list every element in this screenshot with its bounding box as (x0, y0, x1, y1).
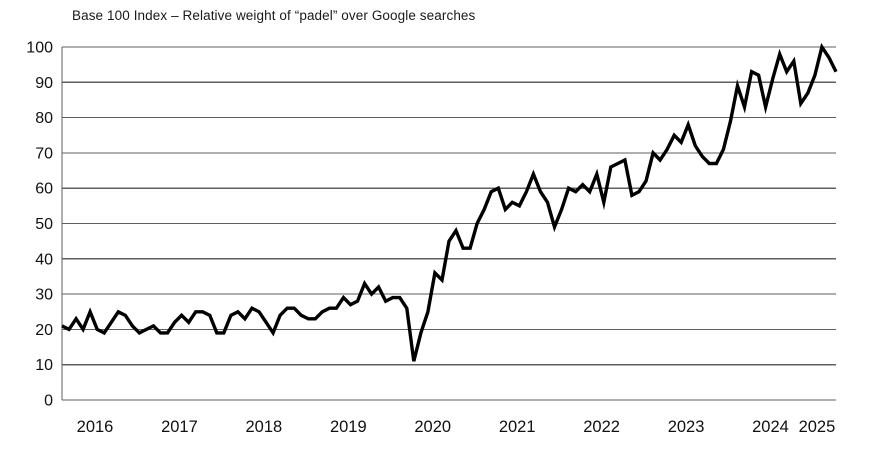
y-tick-label-30: 30 (35, 287, 53, 304)
y-tick-label-60: 60 (35, 181, 53, 198)
x-tick-label-2019: 2019 (330, 418, 367, 436)
y-tick-label-70: 70 (35, 145, 53, 162)
x-tick-label-2018: 2018 (246, 418, 283, 436)
series-line-padel (61, 42, 838, 362)
x-tick-label-2017: 2017 (161, 418, 198, 436)
x-tick-label-2021: 2021 (499, 418, 536, 436)
y-tick-label-10: 10 (35, 357, 53, 374)
y-tick-label-50: 50 (35, 216, 53, 233)
x-tick-label-2025: 2025 (799, 418, 836, 436)
x-tick-label-2024: 2024 (752, 418, 789, 436)
chart-title: Base 100 Index – Relative weight of “pad… (72, 8, 476, 23)
x-tick-label-2016: 2016 (77, 418, 114, 436)
y-tick-label-90: 90 (35, 75, 53, 92)
y-tick-label-80: 80 (35, 110, 53, 127)
x-tick-label-2023: 2023 (668, 418, 705, 436)
x-tick-label-2020: 2020 (414, 418, 451, 436)
y-tick-label-40: 40 (35, 251, 53, 268)
x-tick-label-2022: 2022 (583, 418, 620, 436)
y-tick-label-20: 20 (35, 322, 53, 339)
y-tick-label-100: 100 (26, 40, 53, 57)
y-tick-label-0: 0 (44, 393, 53, 410)
